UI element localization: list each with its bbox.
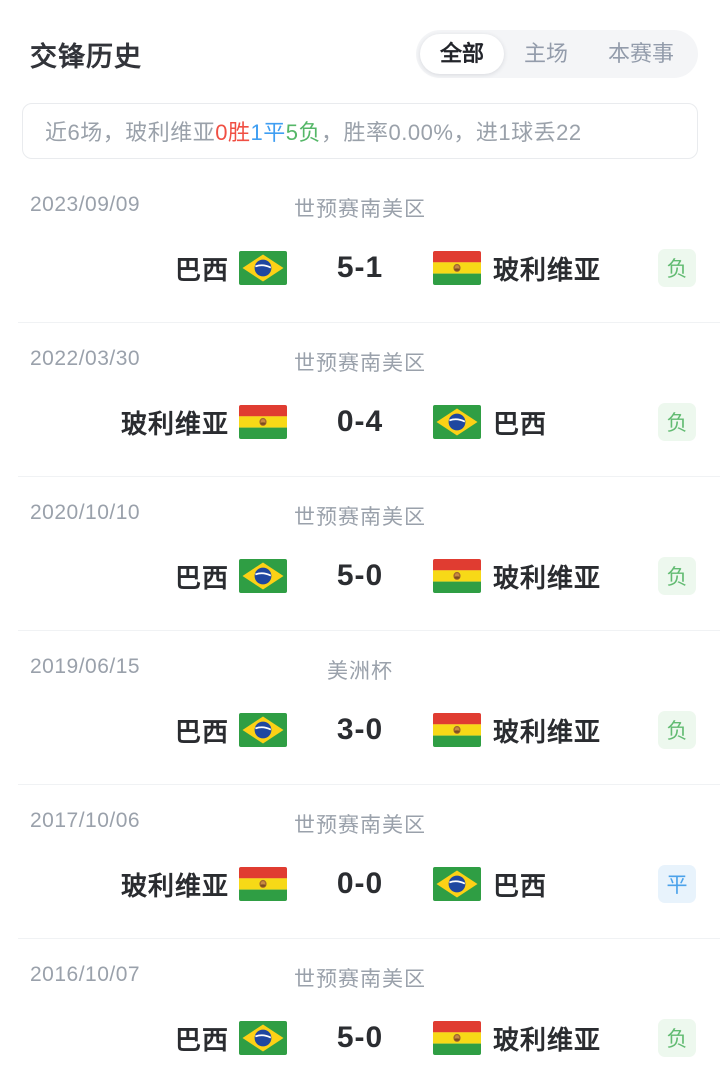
brazil-flag-icon — [433, 405, 481, 439]
match-entry[interactable]: 2019/06/15 美洲杯 巴西 — [0, 630, 720, 784]
match-meta-row: 2017/10/06 世预赛南美区 — [0, 809, 720, 837]
result-badge: 负 — [658, 403, 696, 441]
home-flag — [239, 559, 287, 593]
away-flag — [433, 405, 481, 439]
tab-this-competition[interactable]: 本赛事 — [588, 34, 694, 74]
bolivia-flag-icon — [433, 713, 481, 747]
match-list: 2023/09/09 世预赛南美区 巴西 — [0, 168, 720, 1092]
match-date: 2019/06/15 — [30, 655, 141, 678]
away-flag — [433, 867, 481, 901]
match-row: 巴西 5-0 — [0, 1014, 720, 1062]
page-title: 交锋历史 — [30, 41, 142, 72]
match-entry[interactable]: 2022/03/30 世预赛南美区 玻利维亚 — [0, 322, 720, 476]
match-meta-row: 2022/03/30 世预赛南美区 — [0, 347, 720, 375]
match-score: 0-0 — [336, 867, 384, 900]
home-team-name: 巴西 — [174, 716, 229, 747]
summary-wins: 0胜 — [215, 120, 251, 145]
match-date: 2022/03/30 — [30, 347, 141, 370]
bolivia-flag-icon — [433, 1021, 481, 1055]
away-team-name: 玻利维亚 — [493, 1024, 602, 1055]
match-row: 玻利维亚 0-4 — [0, 398, 720, 446]
tab-group: 全部 主场 本赛事 — [415, 30, 698, 78]
away-team-name: 玻利维亚 — [493, 254, 602, 285]
match-score: 0-4 — [336, 405, 384, 438]
bolivia-flag-icon — [239, 867, 287, 901]
brazil-flag-icon — [433, 867, 481, 901]
match-meta-row: 2023/09/09 世预赛南美区 — [0, 193, 720, 221]
summary-bar: 近6场，玻利维亚0胜1平5负，胜率0.00%，进1球丢22 — [22, 103, 698, 159]
result-badge: 负 — [658, 249, 696, 287]
bolivia-flag-icon — [433, 559, 481, 593]
home-team-name: 巴西 — [174, 254, 229, 285]
competition-name: 世预赛南美区 — [294, 968, 426, 991]
competition-name: 世预赛南美区 — [294, 352, 426, 375]
home-team-name: 巴西 — [174, 562, 229, 593]
match-entry[interactable]: 2017/10/06 世预赛南美区 玻利维亚 — [0, 784, 720, 938]
match-score: 3-0 — [336, 713, 384, 746]
result-badge: 负 — [658, 557, 696, 595]
away-flag — [433, 713, 481, 747]
result-badge: 负 — [658, 1019, 696, 1057]
summary-losses: 5负 — [285, 120, 321, 145]
away-flag — [433, 559, 481, 593]
bolivia-flag-icon — [239, 405, 287, 439]
home-team-name: 玻利维亚 — [120, 408, 229, 439]
match-score: 5-1 — [336, 251, 384, 284]
summary-prefix: 近6场，玻利维亚 — [45, 120, 216, 145]
competition-name: 世预赛南美区 — [294, 198, 426, 221]
home-flag — [239, 251, 287, 285]
brazil-flag-icon — [239, 1021, 287, 1055]
home-flag — [239, 867, 287, 901]
match-score: 5-0 — [336, 559, 384, 592]
bolivia-flag-icon — [433, 251, 481, 285]
match-date: 2023/09/09 — [30, 193, 141, 216]
result-badge: 平 — [658, 865, 696, 903]
away-team-name: 玻利维亚 — [493, 716, 602, 747]
match-entry[interactable]: 2016/10/07 世预赛南美区 巴西 — [0, 938, 720, 1092]
match-date: 2020/10/10 — [30, 501, 141, 524]
home-flag — [239, 713, 287, 747]
away-team-name: 巴西 — [493, 408, 548, 439]
match-meta-row: 2020/10/10 世预赛南美区 — [0, 501, 720, 529]
brazil-flag-icon — [239, 713, 287, 747]
header: 交锋历史 全部 主场 本赛事 — [0, 0, 720, 88]
match-entry[interactable]: 2020/10/10 世预赛南美区 巴西 — [0, 476, 720, 630]
match-meta-row: 2019/06/15 美洲杯 — [0, 655, 720, 683]
brazil-flag-icon — [239, 559, 287, 593]
away-flag — [433, 251, 481, 285]
match-row: 巴西 3-0 — [0, 706, 720, 754]
competition-name: 世预赛南美区 — [294, 506, 426, 529]
match-entry[interactable]: 2023/09/09 世预赛南美区 巴西 — [0, 168, 720, 322]
match-date: 2017/10/06 — [30, 809, 141, 832]
home-team-name: 玻利维亚 — [120, 870, 229, 901]
match-score: 5-0 — [336, 1021, 384, 1054]
away-team-name: 玻利维亚 — [493, 562, 602, 593]
brazil-flag-icon — [239, 251, 287, 285]
home-flag — [239, 405, 287, 439]
competition-name: 世预赛南美区 — [294, 814, 426, 837]
home-team-name: 巴西 — [174, 1024, 229, 1055]
summary-draws: 1平 — [250, 120, 286, 145]
match-row: 巴西 5-0 — [0, 552, 720, 600]
match-row: 巴西 5-1 — [0, 244, 720, 292]
tab-all[interactable]: 全部 — [419, 34, 504, 74]
match-meta-row: 2016/10/07 世预赛南美区 — [0, 963, 720, 991]
away-flag — [433, 1021, 481, 1055]
competition-name: 美洲杯 — [327, 660, 393, 683]
result-badge: 负 — [658, 711, 696, 749]
away-team-name: 巴西 — [493, 870, 548, 901]
tab-home-games[interactable]: 主场 — [504, 34, 588, 74]
match-row: 玻利维亚 0-0 — [0, 860, 720, 908]
summary-suffix: ，胜率0.00%，进1球丢22 — [321, 120, 582, 145]
home-flag — [239, 1021, 287, 1055]
match-date: 2016/10/07 — [30, 963, 141, 986]
